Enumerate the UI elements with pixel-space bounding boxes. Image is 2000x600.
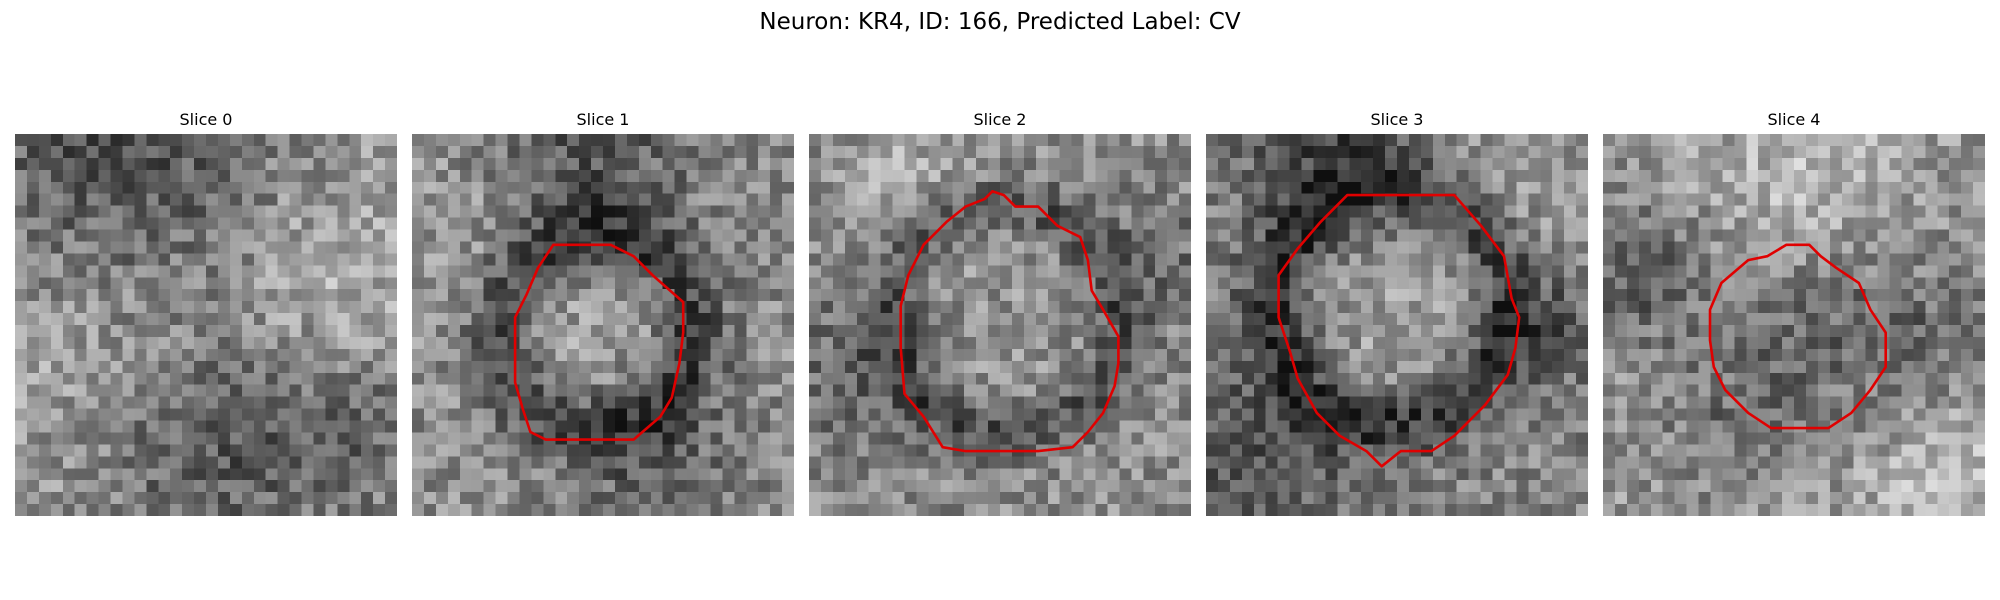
slice-image xyxy=(1206,134,1588,516)
pixel-grid xyxy=(809,134,1191,516)
slice-panel-2: Slice 2 xyxy=(809,110,1191,516)
slice-image xyxy=(1603,134,1985,516)
slice-title: Slice 1 xyxy=(576,110,630,129)
slice-image xyxy=(15,134,397,516)
slice-title: Slice 3 xyxy=(1370,110,1424,129)
pixel-grid xyxy=(1603,134,1985,516)
segmentation-contour xyxy=(513,243,685,441)
segmentation-contour xyxy=(1708,243,1888,430)
pixel-grid xyxy=(412,134,794,516)
slice-title: Slice 4 xyxy=(1767,110,1821,129)
figure-title: Neuron: KR4, ID: 166, Predicted Label: C… xyxy=(759,9,1241,35)
slice-title: Slice 2 xyxy=(973,110,1027,129)
slice-panel-3: Slice 3 xyxy=(1206,110,1588,516)
slice-image xyxy=(809,134,1191,516)
segmentation-contour xyxy=(1277,193,1521,468)
slice-panel-4: Slice 4 xyxy=(1603,110,1985,516)
segmentation-contour xyxy=(899,189,1120,453)
slice-panel-1: Slice 1 xyxy=(412,110,794,516)
slice-image xyxy=(412,134,794,516)
pixel-grid xyxy=(1206,134,1588,516)
slice-title: Slice 0 xyxy=(179,110,233,129)
pixel-grid xyxy=(15,134,397,516)
slice-panel-0: Slice 0 xyxy=(15,110,397,516)
